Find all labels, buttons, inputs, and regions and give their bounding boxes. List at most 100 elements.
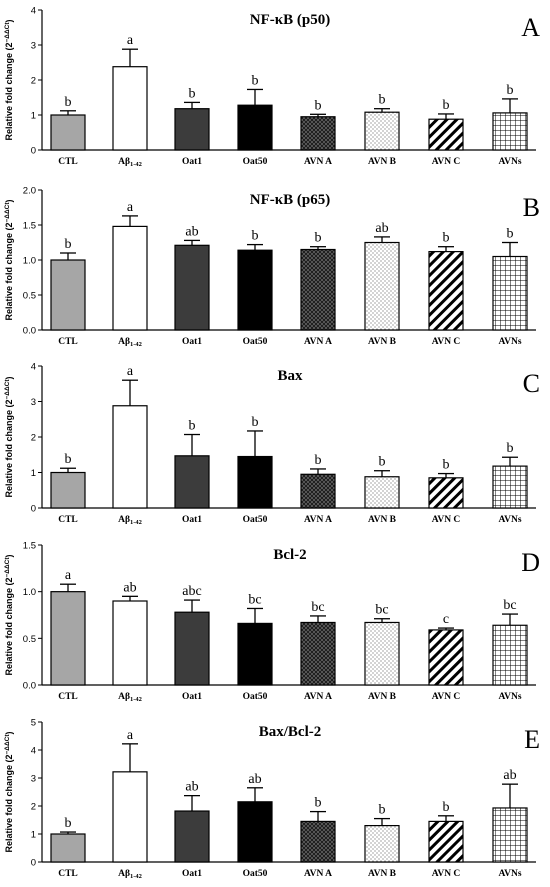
chart-title: Bax	[277, 368, 303, 384]
y-tick-label: 2	[31, 433, 36, 444]
chart-title: NF-κB (p50)	[250, 12, 330, 28]
bar	[300, 621, 336, 686]
significance-letter: a	[65, 568, 72, 583]
y-tick-label: 0	[31, 146, 36, 157]
significance-letter: b	[443, 458, 450, 473]
bar	[428, 629, 464, 686]
bar	[364, 241, 400, 331]
y-tick-label: 3	[31, 41, 36, 52]
bar	[492, 255, 528, 331]
category-label: AVNs	[498, 869, 521, 879]
bar	[50, 259, 86, 331]
significance-letter: b	[379, 455, 386, 470]
panel-letter: B	[523, 193, 540, 222]
panel-letter: D	[521, 548, 540, 577]
category-label: AVN B	[368, 337, 397, 347]
category-label: Aβ1-42	[118, 157, 142, 168]
category-label: AVN A	[304, 515, 332, 525]
y-tick-label: 0.5	[23, 291, 36, 302]
bar	[492, 807, 528, 863]
category-label: CTL	[58, 869, 78, 879]
category-label: Oat1	[182, 869, 202, 879]
y-tick-label: 4	[31, 6, 36, 17]
y-tick-label: 1.0	[23, 587, 36, 598]
category-label: Oat50	[243, 337, 268, 347]
category-label: CTL	[58, 515, 78, 525]
panel-letter: C	[523, 369, 540, 398]
category-label: Oat1	[182, 337, 202, 347]
chart-panel-b: 0.0 0.5 1.0 1.5 2.0 Relative fold change (2−Δ…	[4, 186, 540, 349]
panel-letter: A	[521, 13, 540, 42]
bar	[174, 611, 210, 686]
y-tick-label: 1.0	[23, 256, 36, 267]
significance-letter: b	[443, 800, 450, 815]
y-tick-label: 3	[31, 774, 36, 785]
y-tick-label: 0	[31, 858, 36, 869]
bar	[364, 621, 400, 686]
bar	[112, 225, 148, 331]
y-axis-label: Relative fold change (2−ΔΔCt)	[4, 554, 14, 675]
bar	[50, 833, 86, 863]
significance-letter: b	[252, 415, 259, 430]
significance-letter: a	[127, 33, 134, 48]
significance-letter: b	[65, 452, 72, 467]
y-tick-label: 2	[31, 802, 36, 813]
significance-letter: b	[379, 93, 386, 108]
y-tick-label: 0.5	[23, 634, 36, 645]
category-label: AVN A	[304, 337, 332, 347]
category-label: CTL	[58, 692, 78, 702]
significance-letter: ab	[185, 780, 198, 795]
significance-letter: b	[189, 86, 196, 101]
bar	[174, 108, 210, 151]
bar	[112, 771, 148, 863]
bar	[112, 405, 148, 509]
significance-letter: a	[127, 728, 134, 743]
y-tick-label: 5	[31, 718, 36, 729]
y-tick-label: 1	[31, 111, 36, 122]
bar	[492, 624, 528, 686]
significance-letter: b	[65, 816, 72, 831]
significance-letter: ab	[248, 772, 261, 787]
bar	[492, 112, 528, 151]
bar	[428, 251, 464, 331]
bar	[237, 801, 273, 863]
y-tick-label: 1.5	[23, 221, 36, 232]
category-label: AVN A	[304, 692, 332, 702]
y-axis-label: Relative fold change (2−ΔΔCt)	[4, 199, 14, 320]
significance-letter: b	[507, 227, 514, 242]
significance-letter: bc	[248, 592, 261, 607]
significance-letter: b	[507, 441, 514, 456]
bar	[174, 455, 210, 509]
bar	[428, 118, 464, 151]
category-label: AVNs	[498, 692, 521, 702]
y-tick-label: 4	[31, 746, 36, 757]
y-tick-label: 2	[31, 76, 36, 87]
category-label: AVN C	[432, 869, 461, 879]
bar	[112, 600, 148, 686]
bar	[364, 824, 400, 863]
bar	[300, 116, 336, 151]
chart-title: Bcl-2	[273, 547, 306, 563]
y-axis-label: Relative fold change (2−ΔΔCt)	[4, 19, 14, 140]
significance-letter: b	[507, 83, 514, 98]
category-label: Oat1	[182, 515, 202, 525]
bar	[492, 465, 528, 509]
category-label: Aβ1-42	[118, 869, 142, 880]
bar	[174, 810, 210, 863]
category-label: AVN B	[368, 157, 397, 167]
category-label: AVN A	[304, 157, 332, 167]
significance-letter: ab	[123, 580, 136, 595]
category-label: CTL	[58, 157, 78, 167]
y-tick-label: 4	[31, 362, 36, 373]
category-label: Aβ1-42	[118, 337, 142, 348]
category-label: AVN C	[432, 337, 461, 347]
category-label: AVNs	[498, 515, 521, 525]
chart-panel-d: 0.0 0.5 1.0 1.5 Relative fold change (2−ΔΔCt…	[4, 541, 540, 704]
significance-letter: b	[443, 231, 450, 246]
significance-letter: ab	[503, 768, 516, 783]
bar	[300, 248, 336, 331]
category-label: Oat50	[243, 869, 268, 879]
significance-letter: b	[252, 229, 259, 244]
y-axis-label: Relative fold change (2−ΔΔCt)	[4, 731, 14, 852]
bar	[50, 471, 86, 509]
